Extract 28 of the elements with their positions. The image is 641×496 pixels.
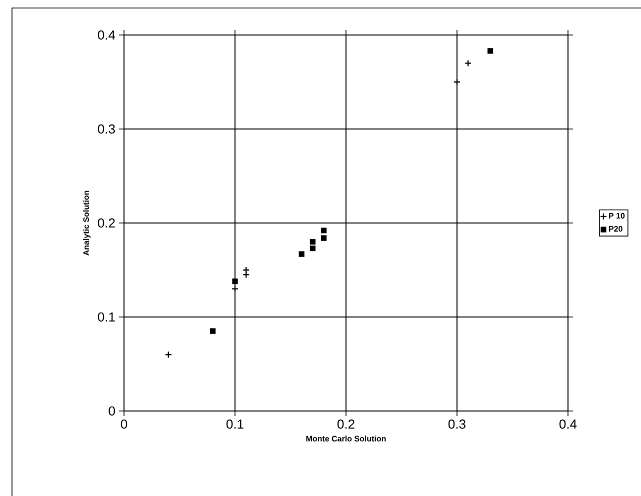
y-tick-label: 0.1 (98, 312, 115, 322)
point (453, 78, 461, 86)
y-tick-label: 0.4 (98, 30, 116, 40)
point (232, 278, 238, 284)
y-tick-label: 0.3 (98, 124, 115, 134)
x-tick-label: 0 (120, 420, 128, 429)
point (164, 350, 172, 358)
y-tick-label: 0 (108, 406, 115, 416)
x-tick-label: 0.2 (337, 420, 354, 429)
point (464, 60, 472, 67)
point (321, 228, 327, 234)
point (298, 251, 304, 257)
x-tick-label: 0.4 (559, 420, 577, 429)
point (321, 235, 327, 241)
point (242, 271, 250, 278)
legend-label: P 10 (609, 212, 625, 219)
point (310, 246, 316, 252)
x-tick-label: 0.1 (226, 420, 244, 429)
point (487, 48, 494, 54)
x-axis-title: Monte Carlo Solution (306, 436, 386, 442)
legend-label: P20 (609, 226, 622, 232)
y-tick-label: 0.2 (98, 218, 115, 228)
x-tick-label: 0.3 (448, 420, 466, 429)
point (310, 238, 316, 245)
point (210, 328, 216, 334)
point (242, 266, 250, 274)
point (231, 285, 239, 292)
y-axis-title: Analytic Solution (83, 190, 91, 256)
